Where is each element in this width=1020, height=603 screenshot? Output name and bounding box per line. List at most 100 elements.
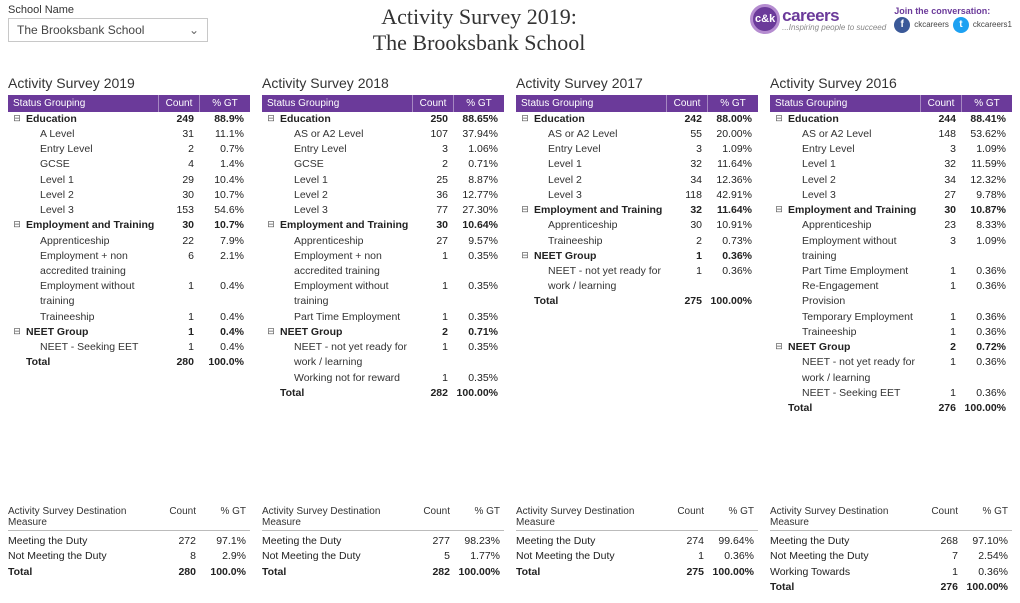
expand-icon[interactable]: ⊟ xyxy=(774,203,784,217)
destinations-row: Activity Survey Destination MeasureCount… xyxy=(8,506,1012,595)
col-pct: % GT xyxy=(962,95,1012,112)
row-pct: 0.35% xyxy=(452,279,502,294)
row-count: 32 xyxy=(664,157,706,172)
group-row[interactable]: ⊟NEET Group10.36% xyxy=(516,249,758,264)
expand-icon[interactable]: ⊟ xyxy=(774,112,784,126)
data-row: ⊟Level 23612.77% xyxy=(262,188,504,203)
row-count: 1 xyxy=(156,310,198,325)
expand-icon: ⊟ xyxy=(520,294,530,308)
dest-label: Total xyxy=(262,565,412,580)
group-row[interactable]: ⊟Education24288.00% xyxy=(516,112,758,127)
data-row: ⊟Employment without training10.35% xyxy=(262,279,504,309)
row-label: Total xyxy=(534,294,558,309)
group-row[interactable]: ⊟Employment and Training3010.64% xyxy=(262,218,504,233)
data-row: ⊟Level 23412.36% xyxy=(516,173,758,188)
group-row[interactable]: ⊟Employment and Training3010.87% xyxy=(770,203,1012,218)
row-label: Employment + non accredited training xyxy=(280,249,410,279)
row-label: Level 3 xyxy=(26,203,74,218)
row-label: Education xyxy=(280,112,331,127)
expand-icon[interactable]: ⊟ xyxy=(266,218,276,232)
row-label: Employment and Training xyxy=(280,218,408,233)
row-label: Level 3 xyxy=(280,203,328,218)
group-row[interactable]: ⊟NEET Group20.72% xyxy=(770,340,1012,355)
expand-icon[interactable]: ⊟ xyxy=(266,112,276,126)
row-label: Level 2 xyxy=(280,188,328,203)
dest-count: 272 xyxy=(158,534,200,549)
row-label: NEET Group xyxy=(534,249,596,264)
expand-icon[interactable]: ⊟ xyxy=(520,249,530,263)
row-pct: 0.36% xyxy=(706,249,756,264)
group-row[interactable]: ⊟NEET Group10.4% xyxy=(8,325,250,340)
row-pct: 9.57% xyxy=(452,234,502,249)
expand-icon: ⊟ xyxy=(774,127,784,141)
expand-icon: ⊟ xyxy=(266,142,276,156)
row-count: 1 xyxy=(664,264,706,279)
expand-icon: ⊟ xyxy=(774,218,784,232)
expand-icon[interactable]: ⊟ xyxy=(774,340,784,354)
expand-icon[interactable]: ⊟ xyxy=(12,325,22,339)
row-pct: 88.65% xyxy=(452,112,502,127)
dest-total-row: Total280100.0% xyxy=(8,565,250,580)
dest-total-row: Total282100.00% xyxy=(262,565,504,580)
row-pct: 12.36% xyxy=(706,173,756,188)
logo-text: careers xyxy=(782,7,886,24)
row-pct: 0.72% xyxy=(960,340,1010,355)
destination-column: Activity Survey Destination MeasureCount… xyxy=(770,506,1012,595)
row-count: 1 xyxy=(410,279,452,294)
logo-badge: c&k xyxy=(750,4,780,34)
row-label: Education xyxy=(26,112,77,127)
data-row: ⊟Employment without training10.4% xyxy=(8,279,250,309)
expand-icon: ⊟ xyxy=(266,386,276,400)
group-row[interactable]: ⊟ Education 25088.65% xyxy=(262,112,504,127)
data-row: ⊟Level 1258.87% xyxy=(262,173,504,188)
school-dropdown[interactable]: The Brooksbank School ⌄ xyxy=(8,18,208,42)
row-label: GCSE xyxy=(280,157,324,172)
expand-icon[interactable]: ⊟ xyxy=(266,325,276,339)
dest-count: 274 xyxy=(666,534,708,549)
row-pct: 0.35% xyxy=(452,340,502,355)
group-row[interactable]: ⊟NEET Group20.71% xyxy=(262,325,504,340)
expand-icon: ⊟ xyxy=(774,325,784,339)
twitter-icon[interactable]: t xyxy=(953,17,969,33)
row-count: 282 xyxy=(410,386,452,401)
row-count: 249 xyxy=(156,112,198,127)
expand-icon[interactable]: ⊟ xyxy=(12,218,22,232)
row-label: GCSE xyxy=(26,157,70,172)
expand-icon[interactable]: ⊟ xyxy=(520,203,530,217)
dest-col-count: Count xyxy=(158,506,200,528)
row-label: Apprenticeship xyxy=(26,234,109,249)
row-count: 22 xyxy=(156,234,198,249)
row-count: 32 xyxy=(664,203,706,218)
row-count: 34 xyxy=(918,173,960,188)
col-count: Count xyxy=(920,95,962,112)
row-pct: 27.30% xyxy=(452,203,502,218)
expand-icon: ⊟ xyxy=(774,264,784,278)
expand-icon[interactable]: ⊟ xyxy=(520,112,530,126)
row-count: 3 xyxy=(918,234,960,249)
row-label: AS or A2 Level xyxy=(788,127,871,142)
group-row[interactable]: ⊟Education24988.9% xyxy=(8,112,250,127)
row-label: NEET Group xyxy=(26,325,88,340)
row-pct: 0.4% xyxy=(198,325,248,340)
group-row[interactable]: ⊟Employment and Training3211.64% xyxy=(516,203,758,218)
twitter-handle: ckcareers1 xyxy=(973,20,1012,29)
dest-count: 268 xyxy=(920,534,962,549)
row-label: Working not for reward xyxy=(280,371,400,386)
dest-label: Not Meeting the Duty xyxy=(8,549,158,564)
row-count: 250 xyxy=(410,112,452,127)
data-row: ⊟Level 23412.32% xyxy=(770,173,1012,188)
survey-header: Status GroupingCount% GT xyxy=(516,95,758,112)
group-row[interactable]: ⊟Education24488.41% xyxy=(770,112,1012,127)
dest-count: 8 xyxy=(158,549,200,564)
row-label: Entry Level xyxy=(534,142,601,157)
dest-row: Not Meeting the Duty51.77% xyxy=(262,549,504,564)
facebook-icon[interactable]: f xyxy=(894,17,910,33)
group-row[interactable]: ⊟Employment and Training3010.7% xyxy=(8,218,250,233)
row-pct: 0.36% xyxy=(960,310,1010,325)
row-label: AS or A2 Level xyxy=(280,127,363,142)
expand-icon[interactable]: ⊟ xyxy=(12,112,22,126)
dest-count: 282 xyxy=(412,565,454,580)
expand-icon: ⊟ xyxy=(266,340,276,354)
row-pct: 0.36% xyxy=(706,264,756,279)
survey-title: Activity Survey 2018 xyxy=(262,75,504,91)
